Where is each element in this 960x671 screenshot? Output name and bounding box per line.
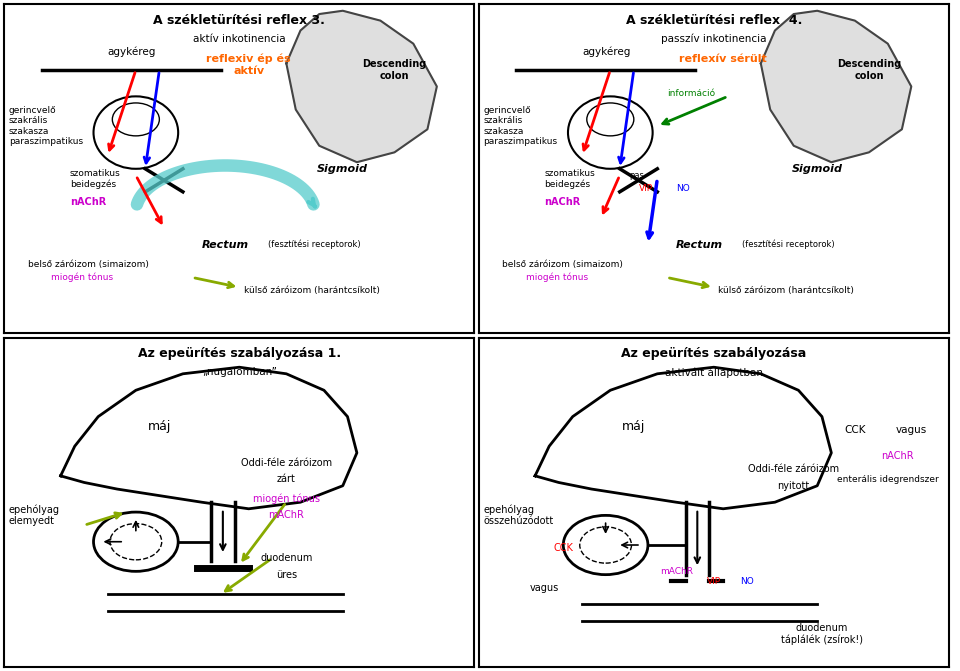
Text: reflexív sérült: reflexív sérült bbox=[680, 54, 767, 64]
Text: (fesztítési receptorok): (fesztítési receptorok) bbox=[268, 240, 360, 249]
Polygon shape bbox=[761, 11, 911, 162]
Text: gerincvelő
szakrális
szakasza
paraszimpatikus: gerincvelő szakrális szakasza paraszimpa… bbox=[483, 106, 558, 146]
Text: üres: üres bbox=[276, 570, 297, 580]
Text: Sigmoid: Sigmoid bbox=[792, 164, 843, 174]
Text: Oddi-féle záróizom: Oddi-féle záróizom bbox=[241, 458, 332, 468]
Text: mAChR: mAChR bbox=[269, 511, 304, 521]
Text: aktivált állapotban: aktivált állapotban bbox=[664, 367, 763, 378]
Text: (fesztítési receptorok): (fesztítési receptorok) bbox=[742, 240, 834, 249]
Text: vagus: vagus bbox=[530, 583, 559, 592]
Text: nyitott: nyitott bbox=[778, 480, 810, 491]
Text: enterális idegrendszer: enterális idegrendszer bbox=[837, 474, 939, 484]
Polygon shape bbox=[60, 367, 357, 509]
Text: Descending
colon: Descending colon bbox=[362, 59, 426, 81]
Text: zárt: zárt bbox=[276, 474, 296, 484]
Text: NO: NO bbox=[676, 184, 690, 193]
Text: VIP: VIP bbox=[638, 184, 653, 193]
Text: pas: pas bbox=[629, 171, 644, 180]
Text: Sigmoid: Sigmoid bbox=[317, 164, 369, 174]
Polygon shape bbox=[535, 367, 831, 509]
Text: Rectum: Rectum bbox=[676, 240, 723, 250]
Text: külső záróizom (harántcsíkolt): külső záróizom (harántcsíkolt) bbox=[244, 286, 380, 295]
Text: vagus: vagus bbox=[896, 425, 927, 435]
Polygon shape bbox=[286, 11, 437, 162]
Text: Az epeürítés szabályozása: Az epeürítés szabályozása bbox=[621, 348, 806, 360]
Text: „nugalomban”: „nugalomban” bbox=[202, 367, 276, 377]
Text: Descending
colon: Descending colon bbox=[837, 59, 901, 81]
Text: Az epeürítés szabályozása 1.: Az epeürítés szabályozása 1. bbox=[137, 348, 341, 360]
Text: szomatikus
beidegzés: szomatikus beidegzés bbox=[544, 168, 595, 189]
Text: belső záróizom (simaizom): belső záróizom (simaizom) bbox=[502, 260, 623, 269]
Text: Rectum: Rectum bbox=[202, 240, 249, 250]
Text: máj: máj bbox=[622, 420, 645, 433]
Text: belső záróizom (simaizom): belső záróizom (simaizom) bbox=[28, 260, 149, 269]
Text: VIP: VIP bbox=[707, 577, 721, 586]
Text: A székletürítési reflex 3.: A székletürítési reflex 3. bbox=[154, 14, 325, 27]
Text: mAChR: mAChR bbox=[660, 567, 693, 576]
Text: epehólyag
elemyedt: epehólyag elemyedt bbox=[9, 505, 60, 527]
Text: szomatikus
beidegzés: szomatikus beidegzés bbox=[70, 168, 121, 189]
Text: Oddi-féle záróizom: Oddi-féle záróizom bbox=[748, 464, 839, 474]
Text: nAChR: nAChR bbox=[70, 197, 107, 207]
Text: NO: NO bbox=[740, 577, 754, 586]
Text: nAChR: nAChR bbox=[544, 197, 581, 207]
Text: külső záróizom (harántcsíkolt): külső záróizom (harántcsíkolt) bbox=[718, 286, 854, 295]
Text: miogén tónus: miogén tónus bbox=[252, 494, 320, 504]
Text: epehólyag
összehúzódott: epehólyag összehúzódott bbox=[483, 505, 554, 527]
Text: máj: máj bbox=[148, 420, 171, 433]
Text: passzív inkotinencia: passzív inkotinencia bbox=[661, 34, 766, 44]
Text: duodenum
táplálék (zsírok!): duodenum táplálék (zsírok!) bbox=[780, 623, 863, 645]
Text: A székletürítési reflex  4.: A székletürítési reflex 4. bbox=[626, 14, 802, 27]
Text: miogén tónus: miogén tónus bbox=[526, 272, 588, 282]
Text: nAChR: nAChR bbox=[881, 451, 914, 461]
Text: információ: információ bbox=[667, 89, 715, 97]
Text: duodenum: duodenum bbox=[260, 553, 313, 563]
Text: gerincvelő
szakrális
szakasza
paraszimpatikus: gerincvelő szakrális szakasza paraszimpa… bbox=[9, 106, 83, 146]
Text: agykéreg: agykéreg bbox=[108, 47, 156, 58]
Text: miogén tónus: miogén tónus bbox=[51, 272, 113, 282]
Text: agykéreg: agykéreg bbox=[582, 47, 631, 58]
Text: CCK: CCK bbox=[844, 425, 866, 435]
Text: reflexiv ép és
aktív: reflexiv ép és aktív bbox=[206, 54, 291, 76]
Text: CCK: CCK bbox=[553, 544, 573, 554]
Text: aktív inkotinencia: aktív inkotinencia bbox=[193, 34, 286, 44]
